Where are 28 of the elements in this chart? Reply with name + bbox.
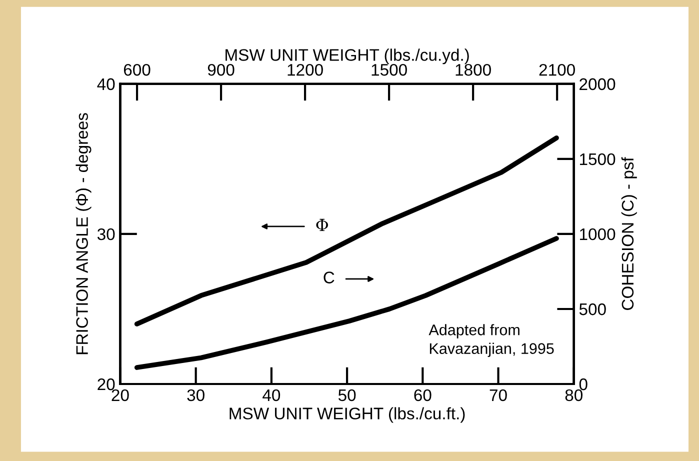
y2-tick-label: 500: [579, 303, 606, 316]
y2-tick-label: 1000: [580, 228, 616, 240]
y-tick-label: 20: [98, 378, 115, 390]
x2-tick-label: 900: [208, 64, 234, 76]
x2-tick-label: 2100: [539, 64, 575, 76]
x-tick-label: 70: [490, 389, 507, 402]
x-tick-label: 50: [338, 389, 356, 402]
annotation: Φ: [316, 218, 328, 232]
x-tick-label: 20: [112, 389, 129, 402]
x2-tick-label: 600: [124, 64, 150, 76]
annotation: Adapted from Kavazanjian, 1995: [428, 324, 554, 358]
x2-tick-label: 1800: [456, 64, 491, 76]
x-tick-label: 40: [262, 389, 280, 402]
y-tick-label: 30: [97, 228, 115, 240]
x-tick-label: 30: [187, 389, 204, 402]
y2-tick-label: 1500: [580, 153, 616, 166]
y-tick-label: 40: [97, 78, 115, 90]
x2-tick-label: 1500: [372, 64, 407, 76]
x2-axis-title: MSW UNIT WEIGHT (lbs./cu.yd.): [226, 48, 469, 64]
y2-tick-label: 0: [579, 378, 588, 390]
y2-tick-label: 2000: [580, 78, 616, 90]
x-axis-title: MSW UNIT WEIGHT (lbs./cu.ft.): [230, 407, 465, 423]
y2-axis-title: COHESION (C) - psf: [621, 157, 637, 310]
y-axis-title: FRICTION ANGLE (Φ) - degrees: [76, 113, 92, 354]
annotation: C: [324, 272, 334, 284]
x2-tick-label: 1200: [288, 64, 323, 76]
x-tick-label: 80: [565, 389, 582, 402]
x-tick-label: 60: [414, 389, 432, 402]
